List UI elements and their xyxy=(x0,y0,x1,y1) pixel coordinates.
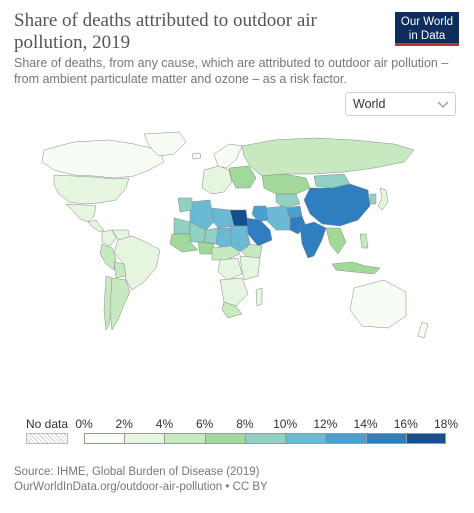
country-west-africa[interactable] xyxy=(169,233,199,253)
legend-tick-label: 2% xyxy=(115,417,133,431)
logo-line-1: Our World xyxy=(400,16,454,28)
legend-bin[interactable] xyxy=(325,433,366,444)
country-korea[interactable] xyxy=(369,193,377,205)
country-brazil[interactable] xyxy=(113,235,161,291)
source-line-1: Source: IHME, Global Burden of Disease (… xyxy=(14,466,260,478)
country-india[interactable] xyxy=(299,221,327,259)
country-central-america[interactable] xyxy=(87,219,105,233)
chart-title: Share of deaths attributed to outdoor ai… xyxy=(14,10,317,53)
country-madagascar[interactable] xyxy=(255,287,263,307)
legend-no-data-label: No data xyxy=(26,417,69,431)
country-eastern-europe[interactable] xyxy=(228,165,257,189)
legend-tick-label: 16% xyxy=(393,417,418,431)
country-central-africa[interactable] xyxy=(211,245,241,261)
country-indonesia[interactable] xyxy=(331,261,381,275)
country-algeria[interactable] xyxy=(189,199,215,231)
chevron-down-icon xyxy=(437,101,449,109)
country-morocco[interactable] xyxy=(177,197,193,213)
country-china[interactable] xyxy=(303,183,371,227)
country-western-europe[interactable] xyxy=(201,165,233,195)
source-line-2: OurWorldInData.org/outdoor-air-pollution… xyxy=(14,481,268,493)
region-selector-value: World xyxy=(353,97,386,111)
country-argentina[interactable] xyxy=(109,277,131,331)
color-legend: No data 0% 2% 4% 6% 8% 10% 12% 14% 16% 18% xyxy=(0,415,474,450)
country-sudan[interactable] xyxy=(229,225,251,253)
legend-no-data-swatch xyxy=(26,433,68,444)
country-dr-congo[interactable] xyxy=(217,257,243,281)
world-map xyxy=(41,131,429,339)
legend-tick-label: 0% xyxy=(75,417,93,431)
country-canada[interactable] xyxy=(41,139,165,179)
legend-bin[interactable] xyxy=(84,433,125,444)
country-australia[interactable] xyxy=(349,279,407,329)
country-scandinavia[interactable] xyxy=(213,143,243,169)
country-bolivia[interactable] xyxy=(113,261,127,279)
country-east-africa[interactable] xyxy=(239,255,261,281)
country-mexico[interactable] xyxy=(65,203,97,223)
country-japan[interactable] xyxy=(377,187,389,211)
country-iraq[interactable] xyxy=(251,205,269,223)
country-united-states[interactable] xyxy=(53,174,130,205)
country-kazakhstan[interactable] xyxy=(261,173,311,195)
country-southern-africa[interactable] xyxy=(219,277,249,307)
country-mauritania[interactable] xyxy=(173,217,191,235)
region-selector[interactable]: World xyxy=(345,92,456,116)
country-iceland[interactable] xyxy=(191,152,202,160)
country-philippines[interactable] xyxy=(359,233,369,249)
country-chad[interactable] xyxy=(215,227,233,249)
country-south-africa[interactable] xyxy=(221,301,243,319)
country-peru[interactable] xyxy=(99,243,117,271)
legend-tick-label: 8% xyxy=(236,417,254,431)
country-southeast-asia[interactable] xyxy=(325,227,347,255)
legend-bin[interactable] xyxy=(365,433,406,444)
legend-bin[interactable] xyxy=(204,433,245,444)
source-note: Source: IHME, Global Burden of Disease (… xyxy=(14,465,268,495)
legend-tick-label: 12% xyxy=(313,417,338,431)
country-mali[interactable] xyxy=(189,221,207,243)
legend-tick-label: 6% xyxy=(195,417,214,431)
country-colombia[interactable] xyxy=(101,229,117,247)
legend-bin[interactable] xyxy=(124,433,165,444)
legend-bin[interactable] xyxy=(164,433,205,444)
legend-bin[interactable] xyxy=(405,433,446,444)
legend-tick-label: 18% xyxy=(433,417,459,431)
country-russia[interactable] xyxy=(241,137,415,177)
country-nigeria[interactable] xyxy=(197,241,215,255)
country-new-zealand[interactable] xyxy=(417,321,429,339)
legend-bin[interactable] xyxy=(244,433,286,444)
legend-tick-label: 10% xyxy=(273,417,298,431)
country-greenland[interactable] xyxy=(143,131,187,157)
legend-tick-label: 14% xyxy=(353,417,378,431)
legend-tick-label: 4% xyxy=(155,417,174,431)
country-central-asia[interactable] xyxy=(275,193,301,209)
chart-subtitle: Share of deaths, from any cause, which a… xyxy=(14,56,449,86)
legend-bin[interactable] xyxy=(285,433,326,444)
logo-line-2: in Data xyxy=(408,30,446,42)
owid-logo[interactable]: Our World in Data xyxy=(395,12,459,46)
